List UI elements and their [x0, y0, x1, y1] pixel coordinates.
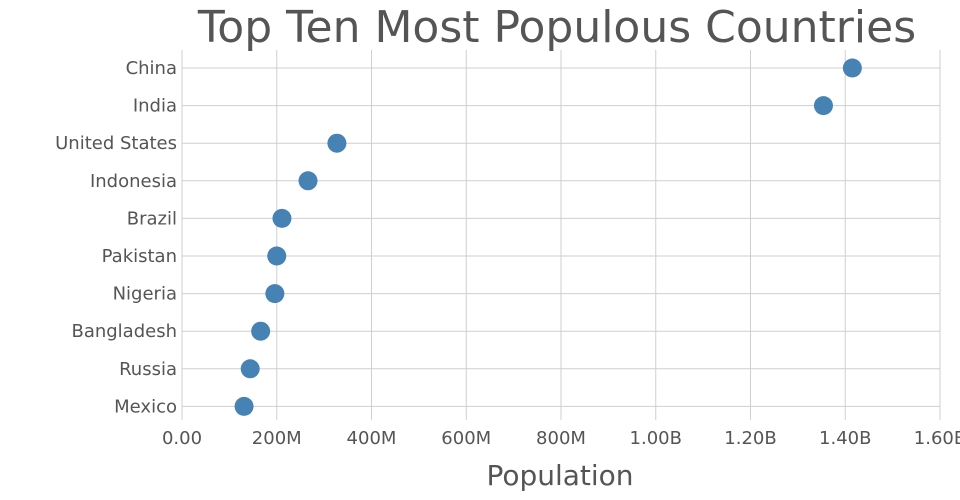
labels-layer: 0.00 200M 400M 600M 800M 1.00B 1.20B 1.40B 1.60B… [55, 58, 960, 449]
data-point[interactable] [842, 58, 862, 78]
data-point[interactable] [327, 133, 347, 153]
y-tick-label: Indonesia [90, 171, 177, 192]
chart-title: Top Ten Most Populous Countries [197, 2, 916, 53]
y-tick-label: India [133, 96, 177, 117]
x-tick-label: 1.60B [914, 428, 960, 449]
y-tick-label: Bangladesh [71, 321, 177, 342]
points-layer [234, 58, 862, 416]
grid-layer [181, 50, 941, 420]
x-tick-label: 400M [347, 428, 397, 449]
x-tick-label: 800M [536, 428, 586, 449]
data-point[interactable] [265, 284, 285, 304]
x-tick-label: 1.20B [724, 428, 776, 449]
y-tick-label: Pakistan [102, 246, 177, 267]
y-tick-label: Mexico [114, 396, 177, 417]
data-point[interactable] [813, 96, 833, 116]
y-tick-label: China [126, 58, 177, 79]
data-point[interactable] [234, 396, 254, 416]
x-tick-label: 600M [441, 428, 491, 449]
data-point[interactable] [272, 208, 292, 228]
y-tick-label: Russia [119, 359, 177, 380]
y-tick-label: Nigeria [113, 284, 177, 305]
data-point[interactable] [251, 321, 271, 341]
x-tick-label: 200M [252, 428, 302, 449]
x-axis-title: Population [486, 459, 633, 492]
x-tick-label: 1.40B [819, 428, 871, 449]
x-tick-label: 1.00B [630, 428, 682, 449]
y-tick-label: United States [55, 133, 177, 154]
data-point[interactable] [267, 246, 287, 266]
y-tick-label: Brazil [127, 208, 177, 229]
data-point[interactable] [240, 359, 260, 379]
x-tick-label: 0.00 [162, 428, 202, 449]
data-point[interactable] [298, 171, 318, 191]
